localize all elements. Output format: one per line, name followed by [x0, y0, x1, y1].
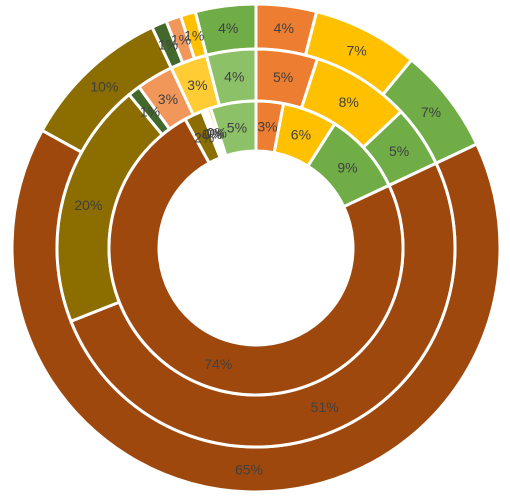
- inner-ring-label-1: 3%: [257, 119, 277, 135]
- middle-ring-label-2: 8%: [339, 94, 359, 110]
- middle-ring-label-3: 5%: [389, 143, 409, 159]
- outer-ring-label-8: 1%: [184, 27, 204, 43]
- outer-ring-label-3: 7%: [421, 104, 441, 120]
- inner-ring-slice-9: [209, 99, 258, 158]
- middle-ring-label-8: 3%: [187, 77, 207, 93]
- middle-ring-label-7: 3%: [158, 91, 178, 107]
- outer-ring-label-7: 1%: [171, 32, 191, 48]
- inner-ring-label-5: 2%: [194, 130, 214, 146]
- outer-ring-label-9: 4%: [218, 20, 238, 36]
- middle-ring-label-5: 20%: [74, 197, 102, 213]
- outer-ring-label-2: 7%: [346, 43, 366, 59]
- middle-ring-label-1: 5%: [273, 69, 293, 85]
- chart-slices: [10, 2, 502, 494]
- inner-ring-label-2: 6%: [291, 127, 311, 143]
- inner-ring-label-3: 9%: [337, 159, 357, 175]
- inner-ring-label-4: 74%: [204, 356, 232, 372]
- outer-ring-label-1: 4%: [274, 20, 294, 36]
- middle-ring-label-9: 4%: [224, 68, 244, 84]
- inner-ring-slice-4: [107, 117, 405, 397]
- chart-labels: 4%7%7%65%10%1%1%1% 4%5%8%5%51%20%1%3%3%4%…: [74, 20, 441, 477]
- inner-ring-label-7: 0%: [204, 125, 224, 141]
- middle-ring-label-4: 51%: [311, 399, 339, 415]
- outer-ring-label-4: 65%: [235, 461, 263, 477]
- outer-ring-label-5: 10%: [90, 79, 118, 95]
- outer-ring-label-6: 1%: [158, 37, 178, 53]
- inner-ring-label-6: 0%: [202, 126, 222, 142]
- inner-ring-label-9: 5%: [227, 120, 247, 136]
- inner-ring-label-8: 0%: [207, 125, 227, 141]
- middle-ring-label-6: 1%: [140, 103, 160, 119]
